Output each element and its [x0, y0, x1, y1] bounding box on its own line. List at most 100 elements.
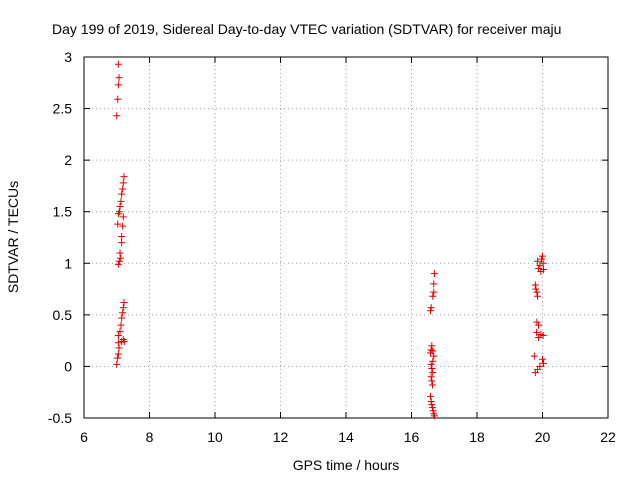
x-tick-label: 6: [80, 429, 88, 445]
y-tick-label: 0: [64, 358, 72, 374]
data-point: [531, 281, 539, 289]
data-point: [537, 268, 545, 276]
data-point: [428, 377, 436, 385]
data-point: [114, 220, 122, 228]
data-point: [533, 288, 541, 296]
data-point: [534, 257, 542, 265]
data-point: [115, 74, 123, 82]
data-point: [427, 397, 435, 405]
data-point: [532, 285, 540, 293]
data-point: [118, 338, 126, 346]
chart-title: Day 199 of 2019, Sidereal Day-to-day VTE…: [52, 21, 561, 37]
x-axis-label: GPS time / hours: [293, 457, 400, 473]
data-point: [119, 185, 127, 193]
data-point: [113, 360, 121, 368]
data-point: [114, 260, 122, 268]
y-tick-label: 2: [64, 152, 72, 168]
data-point: [427, 360, 435, 368]
data-point: [428, 342, 436, 350]
data-point: [429, 357, 437, 365]
data-point: [428, 381, 436, 389]
data-points: [113, 60, 547, 420]
x-tick-labels: 6 8 10 12 14 16 18 20 22: [80, 429, 616, 445]
data-point: [114, 350, 122, 358]
data-point: [426, 392, 434, 400]
data-point: [429, 369, 437, 377]
data-point: [116, 327, 124, 335]
data-point: [115, 257, 123, 265]
x-tick-label: 12: [273, 429, 289, 445]
data-point: [118, 314, 126, 322]
data-point: [114, 60, 122, 68]
data-point: [430, 412, 438, 420]
data-point: [119, 213, 127, 221]
data-point: [535, 321, 543, 329]
data-point: [536, 261, 544, 269]
x-tick-label: 10: [207, 429, 223, 445]
data-point: [429, 347, 437, 355]
data-point: [430, 280, 438, 288]
data-point: [428, 404, 436, 412]
data-point: [115, 344, 123, 352]
y-axis-label: SDTVAR / TECUs: [5, 181, 21, 293]
data-point: [113, 112, 121, 120]
data-point: [114, 210, 122, 218]
data-point: [114, 339, 122, 347]
data-point: [118, 232, 126, 240]
axis-ticks: [83, 56, 609, 419]
x-tick-label: 8: [146, 429, 154, 445]
data-point: [117, 321, 125, 329]
data-point: [533, 318, 541, 326]
data-point: [427, 304, 435, 312]
data-point: [539, 359, 547, 367]
data-point: [429, 292, 437, 300]
x-tick-label: 18: [469, 429, 485, 445]
data-point: [430, 352, 438, 360]
data-point: [538, 255, 546, 263]
data-point: [116, 203, 124, 211]
data-point: [119, 304, 127, 312]
data-point: [531, 369, 539, 377]
x-tick-label: 22: [600, 429, 616, 445]
y-tick-label: 1.5: [53, 204, 73, 220]
data-point: [430, 270, 438, 278]
data-point: [427, 346, 435, 354]
data-point: [539, 331, 547, 339]
y-tick-label: 1: [64, 255, 72, 271]
data-point: [119, 222, 127, 230]
data-point: [430, 288, 438, 296]
data-point: [535, 334, 543, 342]
data-point: [114, 81, 122, 89]
data-point: [118, 190, 126, 198]
data-point: [120, 173, 128, 181]
y-tick-label: -0.5: [48, 410, 72, 426]
data-point: [533, 328, 541, 336]
data-point: [117, 197, 125, 205]
data-point: [428, 401, 436, 409]
data-point: [429, 407, 437, 415]
y-tick-labels: -0.5 0 0.5 1 1.5 2 2.5 3: [48, 49, 72, 426]
data-point: [427, 373, 435, 381]
data-point: [530, 352, 538, 360]
data-point: [428, 364, 436, 372]
data-point: [114, 95, 122, 103]
data-point: [534, 292, 542, 300]
x-tick-label: 20: [535, 429, 551, 445]
data-point: [539, 252, 546, 260]
y-tick-label: 0.5: [53, 307, 73, 323]
data-point: [539, 355, 546, 363]
data-point: [116, 249, 124, 257]
x-tick-label: 16: [404, 429, 420, 445]
data-point: [119, 179, 127, 187]
data-point: [114, 331, 122, 339]
data-point: [118, 239, 126, 247]
x-tick-label: 14: [338, 429, 354, 445]
data-point: [119, 309, 127, 317]
y-tick-label: 2.5: [53, 101, 73, 117]
data-point: [113, 354, 121, 362]
y-tick-label: 3: [64, 49, 72, 65]
data-point: [120, 298, 128, 306]
data-point: [426, 307, 434, 315]
gridlines: [84, 57, 608, 418]
